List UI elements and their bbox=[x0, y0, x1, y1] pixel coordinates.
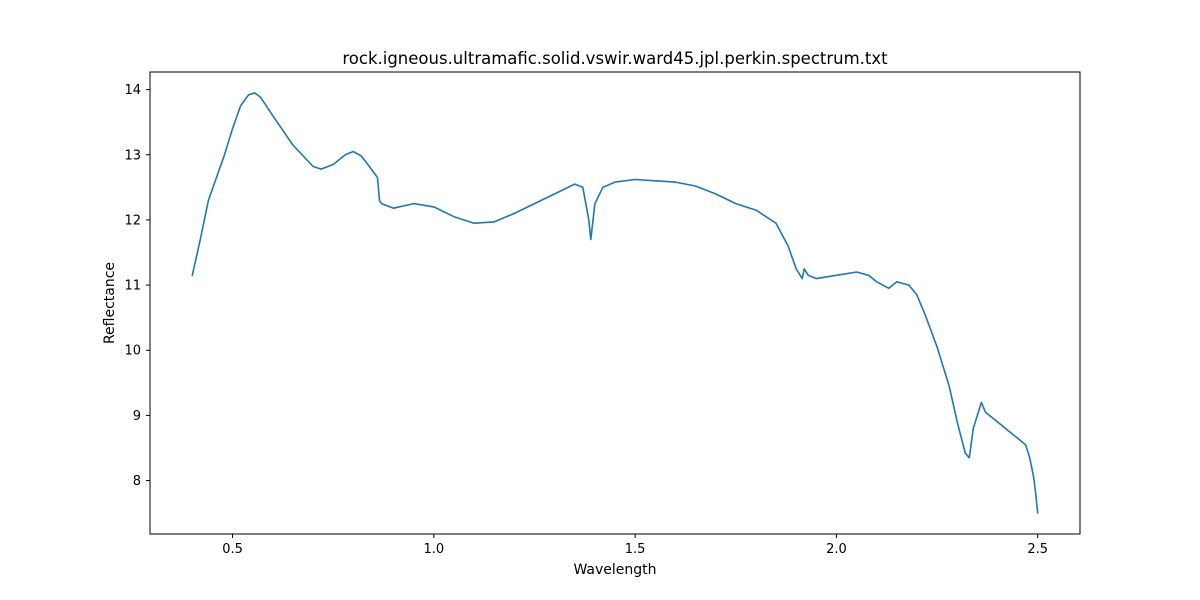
y-tick-label: 8 bbox=[133, 474, 141, 489]
x-tick-label: 1.5 bbox=[625, 542, 646, 557]
y-tick-label: 10 bbox=[124, 344, 141, 359]
y-tick-label: 13 bbox=[124, 148, 141, 163]
axes-frame bbox=[149, 71, 1081, 535]
y-axis-label: Reflectance bbox=[102, 262, 118, 344]
x-tick-label: 2.5 bbox=[1027, 542, 1048, 557]
y-tick-label: 11 bbox=[124, 279, 141, 294]
series-line-0 bbox=[191, 92, 1039, 514]
y-tick-label: 9 bbox=[133, 409, 141, 424]
x-tick-label: 2.0 bbox=[826, 542, 847, 557]
x-axis: 0.5 1.0 1.5 2.0 2.5 bbox=[222, 534, 1048, 557]
y-tick-label: 14 bbox=[124, 83, 141, 98]
y-tick-label: 12 bbox=[124, 213, 141, 228]
plot-area bbox=[191, 92, 1039, 514]
x-tick-label: 1.0 bbox=[423, 542, 444, 557]
chart-title: rock.igneous.ultramafic.solid.vswir.ward… bbox=[342, 49, 888, 68]
x-tick-label: 0.5 bbox=[222, 542, 243, 557]
x-axis-label: Wavelength bbox=[573, 562, 656, 578]
y-axis: 8 9 10 11 12 13 14 bbox=[124, 83, 150, 489]
